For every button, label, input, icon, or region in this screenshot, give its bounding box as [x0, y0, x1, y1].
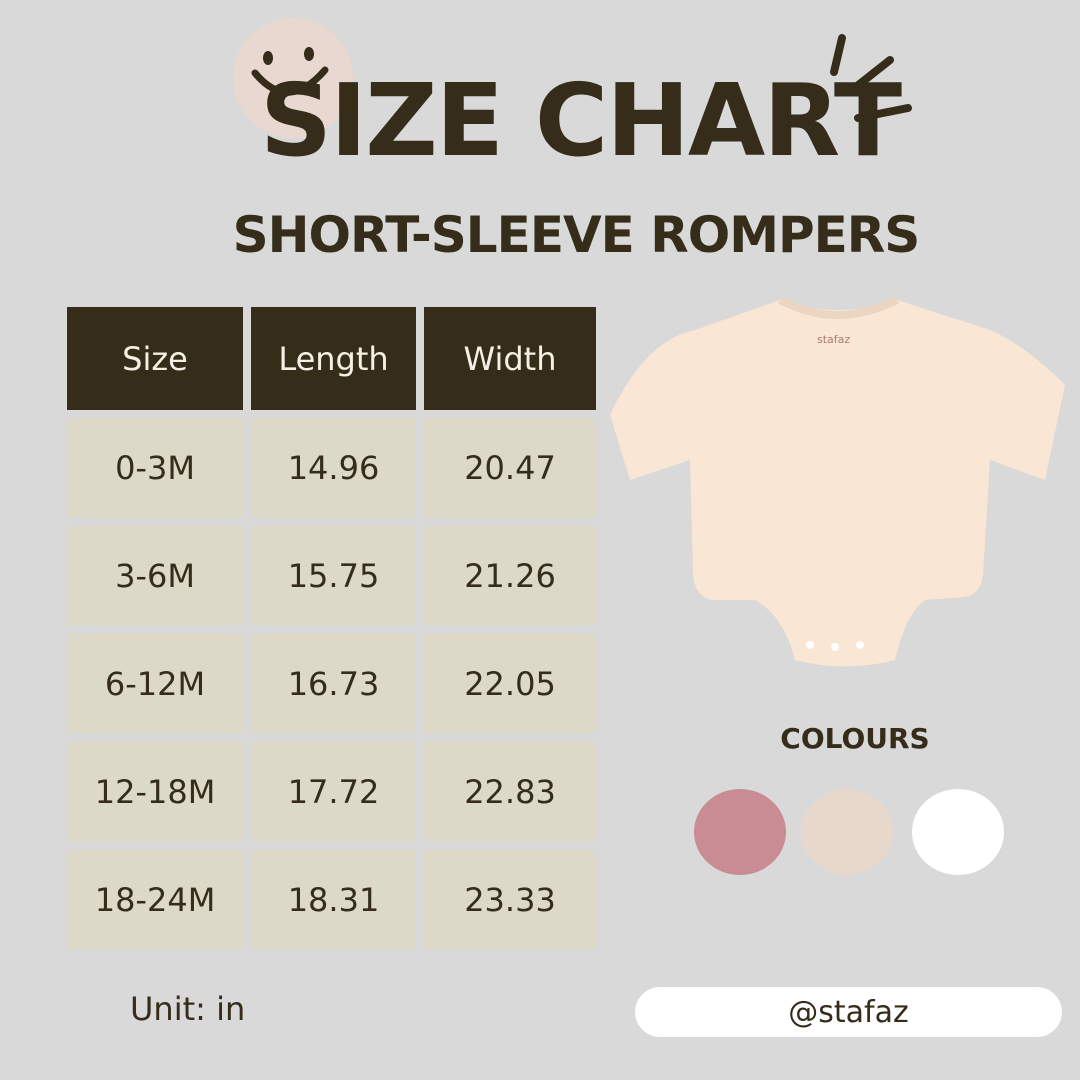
table-cell: 0-3M — [67, 418, 243, 517]
table-cell: 12-18M — [67, 742, 243, 841]
table-cell: 21.26 — [424, 526, 596, 625]
table-cell: 15.75 — [251, 526, 416, 625]
page-title: SIZE CHART — [259, 62, 902, 179]
table-cell: 14.96 — [251, 418, 416, 517]
product-label: stafaz — [817, 333, 850, 346]
colour-swatch-beige[interactable] — [801, 789, 893, 875]
social-handle[interactable]: @stafaz — [635, 987, 1062, 1037]
colours-label: COLOURS — [780, 722, 930, 755]
sparkle-lines-icon — [830, 34, 912, 122]
table-cell: 18.31 — [251, 850, 416, 949]
table-cell: 22.83 — [424, 742, 596, 841]
column-header: Size — [67, 307, 243, 410]
table-cell: 23.33 — [424, 850, 596, 949]
colour-swatch-pink[interactable] — [694, 789, 786, 875]
unit-label: Unit: in — [130, 990, 246, 1028]
column-header: Width — [424, 307, 596, 410]
table-cell: 6-12M — [67, 634, 243, 733]
smiley-icon — [233, 18, 353, 138]
column-header: Length — [251, 307, 416, 410]
table-cell: 22.05 — [424, 634, 596, 733]
table-cell: 3-6M — [67, 526, 243, 625]
colour-swatch-white[interactable] — [912, 789, 1004, 875]
table-cell: 18-24M — [67, 850, 243, 949]
table-cell: 20.47 — [424, 418, 596, 517]
romper-product-image: stafaz — [610, 296, 1065, 667]
page-subtitle: SHORT-SLEEVE ROMPERS — [232, 206, 921, 264]
table-cell: 17.72 — [251, 742, 416, 841]
table-cell: 16.73 — [251, 634, 416, 733]
